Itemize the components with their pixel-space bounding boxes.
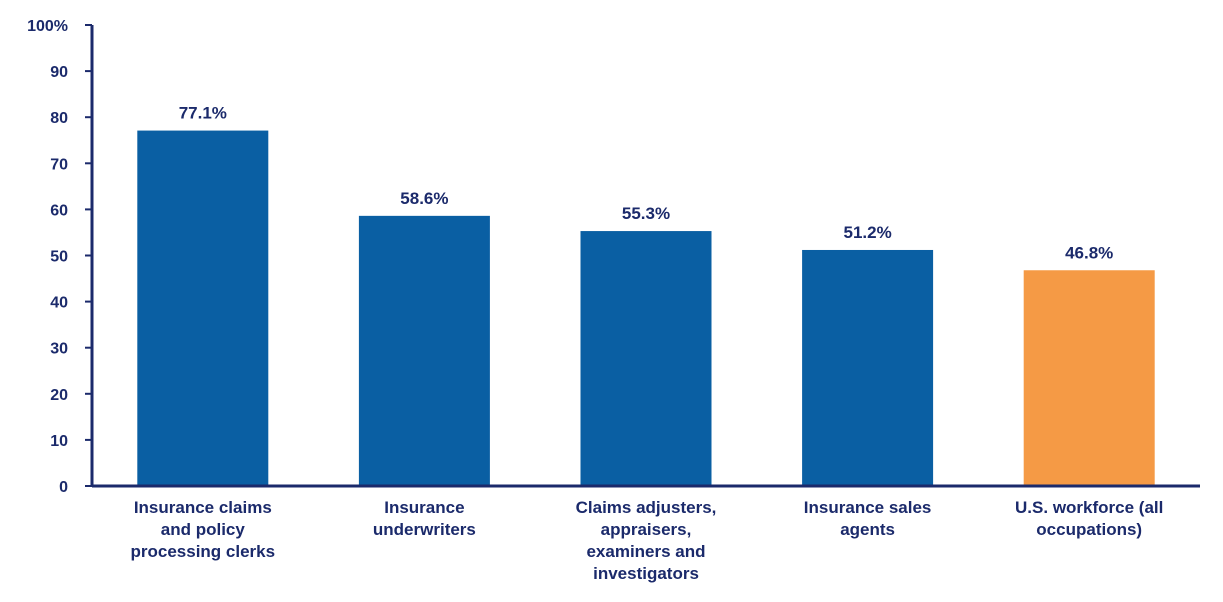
y-tick-label: 20 xyxy=(50,387,68,404)
x-tick-label: Insurance sales agents xyxy=(804,498,932,539)
data-label: 58.6% xyxy=(400,189,448,208)
data-label: 51.2% xyxy=(843,223,891,242)
data-label: 55.3% xyxy=(622,204,670,223)
data-label: 46.8% xyxy=(1065,243,1113,262)
y-tick-label: 60 xyxy=(50,202,68,219)
bar xyxy=(358,215,490,486)
bar xyxy=(802,249,934,486)
data-labels: 77.1% 58.6% 55.3% 51.2% 46.8% xyxy=(179,104,1114,263)
bars xyxy=(137,130,1155,486)
data-label: 77.1% xyxy=(179,104,227,123)
y-tick-label: 30 xyxy=(50,341,68,358)
bar xyxy=(580,231,712,486)
bar xyxy=(1023,270,1155,486)
y-tick-label: 10 xyxy=(50,433,68,450)
y-tick-label: 80 xyxy=(50,110,68,127)
x-tick-label: U.S. workforce (all occupations) xyxy=(1015,498,1163,539)
x-tick-label: Insurance claims and policy processing cle… xyxy=(131,498,276,561)
y-axis-ticks: 0 10 20 30 40 50 60 70 80 90 100% xyxy=(27,18,92,496)
x-axis-labels: Insurance claims and policy processing cle… xyxy=(131,498,1164,583)
y-tick-label: 0 xyxy=(59,479,68,496)
y-tick-label: 40 xyxy=(50,295,68,312)
bar xyxy=(137,130,269,486)
y-tick-label: 100% xyxy=(27,18,68,35)
y-tick-label: 70 xyxy=(50,156,68,173)
x-tick-label: Insurance underwriters xyxy=(373,498,476,539)
y-tick-label: 50 xyxy=(50,249,68,266)
x-tick-label: Claims adjusters, appraisers, examiners an… xyxy=(576,498,717,583)
y-tick-label: 90 xyxy=(50,64,68,81)
